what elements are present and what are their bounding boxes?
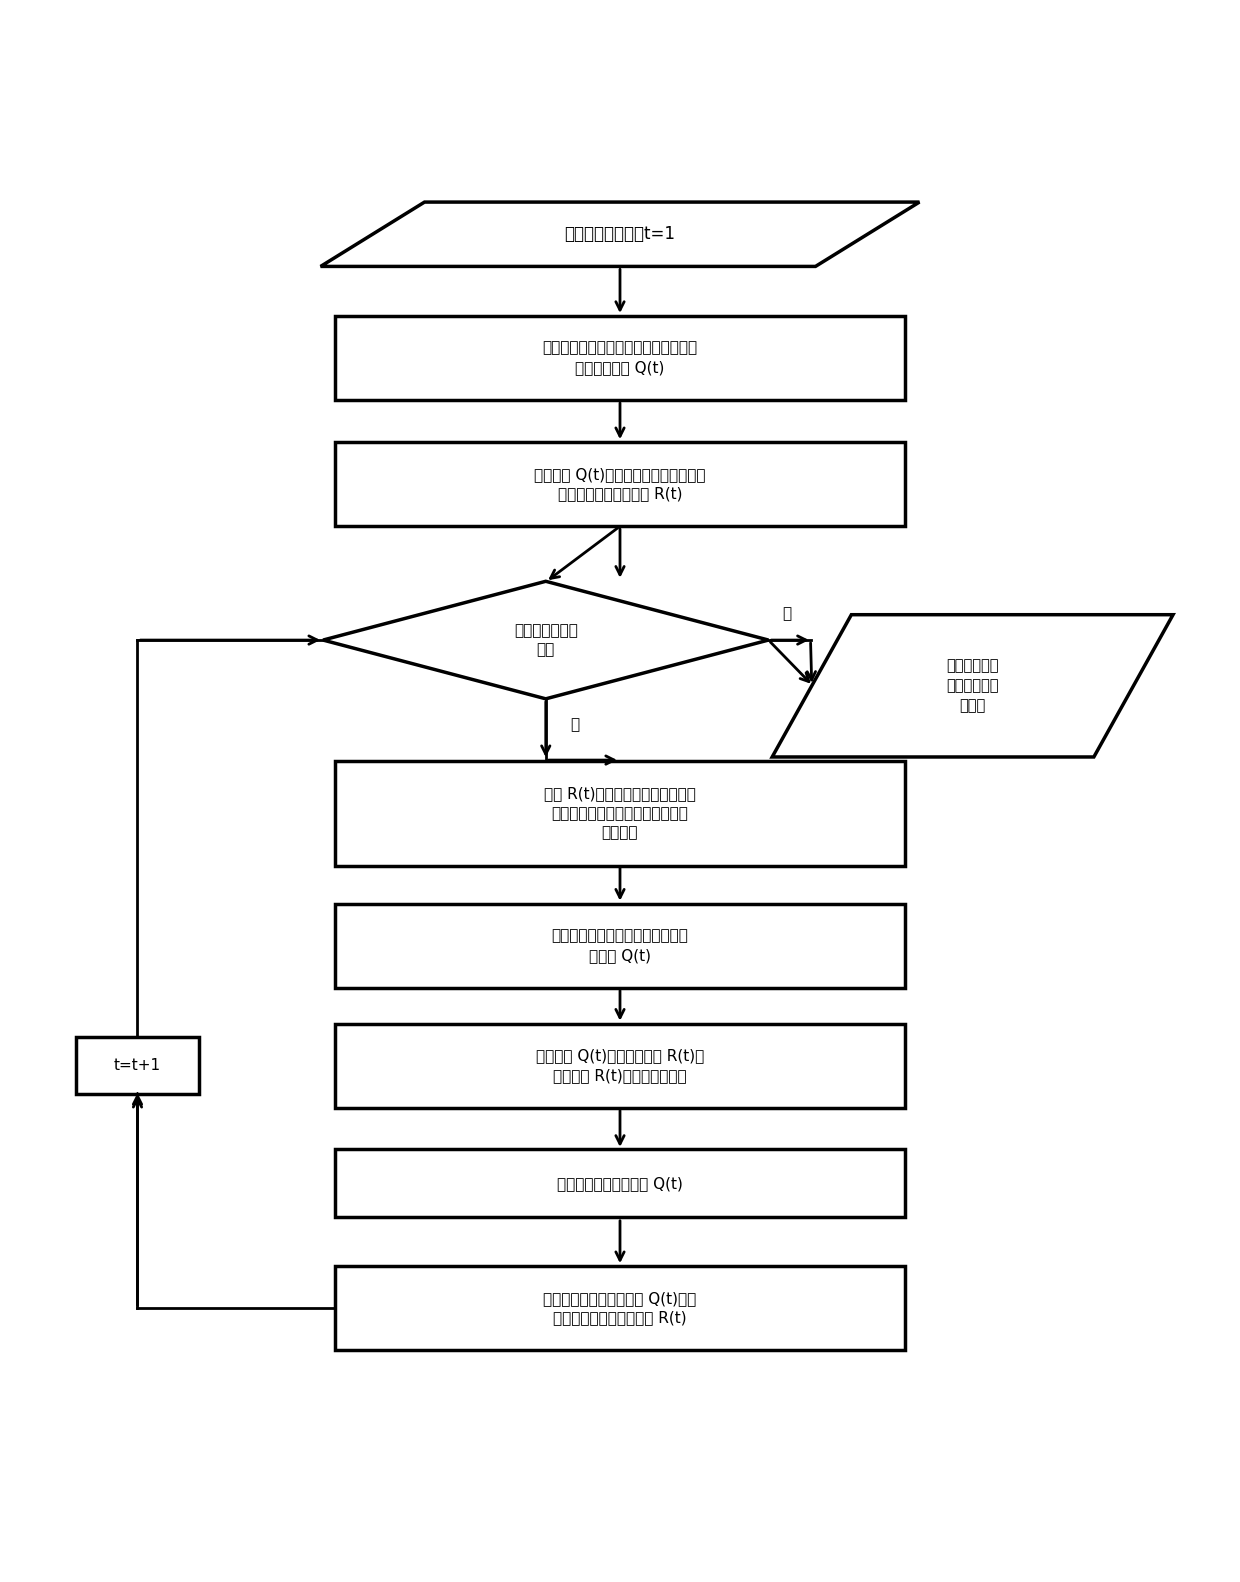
FancyBboxPatch shape <box>336 1149 904 1217</box>
FancyBboxPatch shape <box>336 441 904 527</box>
Polygon shape <box>321 202 919 266</box>
Text: 根据种群 Q(t)中个体的概率幅构造相应
的量子叠加态的观察态 R(t): 根据种群 Q(t)中个体的概率幅构造相应 的量子叠加态的观察态 R(t) <box>534 467 706 501</box>
Text: 是否满足终止条
件？: 是否满足终止条 件？ <box>513 623 578 658</box>
Text: 观测种群 Q(t)，生成观察态 R(t)，
评估种群 R(t)，保留最优个体: 观测种群 Q(t)，生成观察态 R(t)， 评估种群 R(t)，保留最优个体 <box>536 1049 704 1084</box>
Text: 精英保留策略，更新种群 Q(t)，并
进行观察操作生成观察态 R(t): 精英保留策略，更新种群 Q(t)，并 进行观察操作生成观察态 R(t) <box>543 1291 697 1326</box>
Polygon shape <box>773 615 1173 756</box>
Text: t=t+1: t=t+1 <box>114 1058 161 1073</box>
Text: 否: 否 <box>570 717 579 732</box>
Text: 对多层膜膜层沉积时间进行量子编码，
生成初始种群 Q(t): 对多层膜膜层沉积时间进行量子编码， 生成初始种群 Q(t) <box>542 340 698 375</box>
Text: 计算 R(t)中离散化膜层的沉积时间
个体的适应度，保存最优沉积时间
量子个体: 计算 R(t)中离散化膜层的沉积时间 个体的适应度，保存最优沉积时间 量子个体 <box>544 786 696 840</box>
Text: 更新量子旋转门，并通过量子旋转
门更新 Q(t): 更新量子旋转门，并通过量子旋转 门更新 Q(t) <box>552 929 688 963</box>
FancyBboxPatch shape <box>336 1266 904 1349</box>
Polygon shape <box>324 581 769 699</box>
Text: 通过量子非门更新种群 Q(t): 通过量子非门更新种群 Q(t) <box>557 1175 683 1191</box>
FancyBboxPatch shape <box>336 1024 904 1107</box>
FancyBboxPatch shape <box>336 761 904 865</box>
FancyBboxPatch shape <box>336 316 904 400</box>
FancyBboxPatch shape <box>336 903 904 987</box>
Text: 是: 是 <box>782 606 791 622</box>
Text: 输出最优的多
层膜各膜层沉
积时间: 输出最优的多 层膜各膜层沉 积时间 <box>946 658 999 713</box>
FancyBboxPatch shape <box>76 1038 200 1095</box>
Text: 输入初始参数值，t=1: 输入初始参数值，t=1 <box>564 225 676 244</box>
